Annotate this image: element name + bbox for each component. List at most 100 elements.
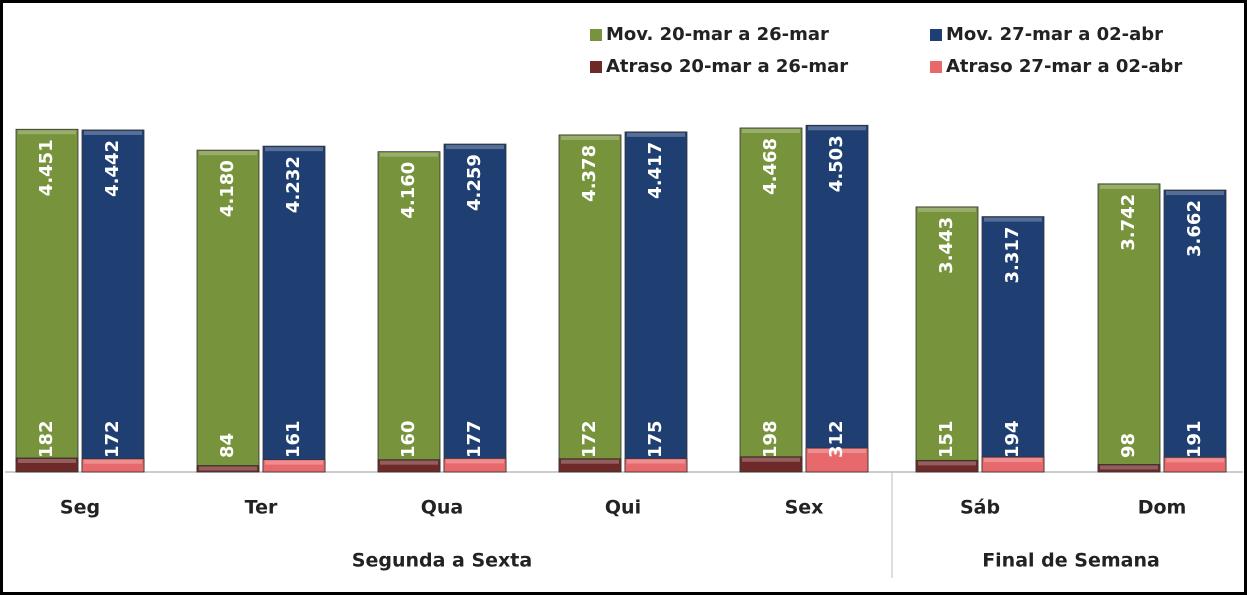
bar-highlight <box>918 207 976 212</box>
data-label: 191 <box>1184 420 1205 458</box>
bar <box>443 457 507 473</box>
bar <box>81 129 145 473</box>
bar-highlight <box>1166 191 1224 196</box>
bar-highlight <box>265 460 323 465</box>
bar-highlight <box>561 459 619 464</box>
bar-highlight <box>1100 465 1158 470</box>
bar <box>739 456 803 473</box>
data-label: 4.232 <box>283 156 304 213</box>
bar-highlight <box>84 130 142 135</box>
data-label: 198 <box>760 420 781 458</box>
bar-highlight <box>18 130 76 135</box>
bar <box>624 458 688 473</box>
bar <box>558 458 622 473</box>
bar-highlight <box>380 460 438 465</box>
bar-highlight <box>1166 458 1224 463</box>
bar <box>377 151 441 473</box>
bar <box>1163 189 1227 473</box>
data-label: 4.468 <box>760 138 781 195</box>
data-label: 160 <box>398 420 419 458</box>
bar-highlight <box>918 461 976 466</box>
data-label: 84 <box>217 433 238 458</box>
bar <box>915 206 979 473</box>
bar <box>262 145 326 473</box>
legend-label: Mov. 27-mar a 02-abr <box>946 24 1163 45</box>
bar-highlight <box>265 147 323 152</box>
data-label: 182 <box>36 420 57 458</box>
legend-label: Mov. 20-mar a 26-mar <box>606 24 829 45</box>
data-label: 4.160 <box>398 162 419 219</box>
bar-highlight <box>199 151 257 156</box>
bar-highlight <box>446 145 504 150</box>
bar <box>377 459 441 473</box>
bar-highlight <box>984 458 1042 463</box>
legend-swatch <box>590 61 602 73</box>
data-label: 194 <box>1002 420 1023 458</box>
data-label: 172 <box>579 420 600 458</box>
data-label: 4.417 <box>645 142 666 199</box>
bar-highlight <box>199 466 257 471</box>
bar <box>1163 456 1227 473</box>
bar-highlight <box>18 458 76 463</box>
x-tick-label: Qua <box>421 497 464 519</box>
data-label: 161 <box>283 420 304 458</box>
x-tick-label: Seg <box>60 497 100 519</box>
group-label: Segunda a Sexta <box>352 550 532 572</box>
data-label: 3.662 <box>1184 200 1205 257</box>
data-label: 98 <box>1118 433 1139 458</box>
bar <box>15 128 79 473</box>
data-label: 4.180 <box>217 160 238 217</box>
bar <box>805 447 869 473</box>
bar-highlight <box>742 128 800 133</box>
bar-highlight <box>380 152 438 157</box>
x-tick-label: Sáb <box>960 497 1000 519</box>
data-label: 312 <box>826 420 847 458</box>
bar-highlight <box>984 217 1042 222</box>
data-label: 4.259 <box>464 154 485 211</box>
data-label: 177 <box>464 420 485 458</box>
bar <box>1097 464 1161 473</box>
bar-highlight <box>627 459 685 464</box>
bar-highlight <box>808 126 866 131</box>
x-tick-label: Sex <box>785 497 824 519</box>
bar <box>1097 183 1161 473</box>
legend-label: Atraso 27-mar a 02-abr <box>946 56 1182 77</box>
data-label: 4.451 <box>36 139 57 196</box>
bar <box>558 134 622 473</box>
bar-highlight <box>808 448 866 453</box>
bar <box>981 456 1045 473</box>
bar <box>196 465 260 473</box>
x-tick-label: Dom <box>1138 497 1187 519</box>
bar <box>443 143 507 473</box>
data-label: 175 <box>645 420 666 458</box>
legend-swatch <box>930 29 942 41</box>
data-label: 3.742 <box>1118 194 1139 251</box>
bar-highlight <box>627 132 685 137</box>
data-label: 4.442 <box>102 140 123 197</box>
bar <box>981 216 1045 473</box>
bar-highlight <box>561 135 619 140</box>
bar <box>915 459 979 473</box>
data-label: 151 <box>936 420 957 458</box>
bar <box>739 127 803 473</box>
bar-highlight <box>84 459 142 464</box>
data-label: 4.378 <box>579 145 600 202</box>
bar <box>15 457 79 473</box>
data-label: 172 <box>102 420 123 458</box>
data-label: 3.443 <box>936 217 957 274</box>
data-label: 4.503 <box>826 135 847 192</box>
bar <box>805 124 869 473</box>
bar <box>81 458 145 473</box>
x-tick-label: Qui <box>605 497 641 519</box>
bar-highlight <box>742 457 800 462</box>
x-tick-label: Ter <box>245 497 278 519</box>
legend-swatch <box>930 61 942 73</box>
group-label: Final de Semana <box>982 550 1160 572</box>
bar <box>624 131 688 473</box>
data-label: 3.317 <box>1002 227 1023 284</box>
legend-label: Atraso 20-mar a 26-mar <box>606 56 848 77</box>
bar <box>262 459 326 473</box>
bar-highlight <box>1100 184 1158 189</box>
bar-highlight <box>446 459 504 464</box>
